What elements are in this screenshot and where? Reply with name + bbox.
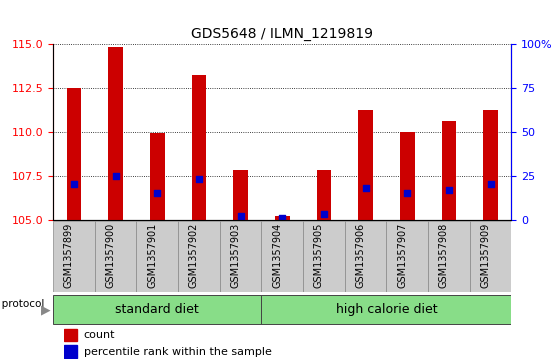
Text: GSM1357908: GSM1357908	[439, 223, 449, 288]
Point	[153, 190, 162, 196]
Text: high calorie diet: high calorie diet	[335, 303, 437, 316]
Text: GSM1357899: GSM1357899	[64, 223, 74, 288]
Bar	[53, 221, 95, 292]
Point	[320, 211, 329, 217]
Text: count: count	[83, 330, 115, 340]
Text: GSM1357906: GSM1357906	[356, 223, 366, 288]
Point	[444, 187, 453, 193]
Bar	[316, 170, 331, 220]
Bar	[95, 221, 136, 292]
Text: GSM1357905: GSM1357905	[314, 223, 324, 288]
Bar	[64, 345, 77, 358]
Bar	[470, 221, 511, 292]
Text: ▶: ▶	[41, 303, 50, 316]
Text: standard diet: standard diet	[115, 303, 199, 316]
Point	[403, 190, 412, 196]
Point	[111, 173, 120, 179]
Bar	[53, 295, 262, 324]
Bar	[345, 221, 386, 292]
Bar	[262, 221, 303, 292]
Bar	[108, 47, 123, 220]
Text: GSM1357901: GSM1357901	[147, 223, 157, 288]
Bar	[192, 75, 206, 220]
Bar	[64, 329, 77, 341]
Title: GDS5648 / ILMN_1219819: GDS5648 / ILMN_1219819	[191, 27, 373, 41]
Text: GSM1357907: GSM1357907	[397, 223, 408, 288]
Text: GSM1357904: GSM1357904	[272, 223, 282, 288]
Text: percentile rank within the sample: percentile rank within the sample	[83, 347, 272, 356]
Bar	[484, 110, 498, 220]
Point	[361, 185, 370, 191]
Bar	[442, 121, 456, 220]
Bar	[220, 221, 262, 292]
Text: GSM1357909: GSM1357909	[481, 223, 491, 288]
Point	[69, 182, 78, 187]
Text: growth protocol: growth protocol	[0, 299, 45, 309]
Bar	[358, 110, 373, 220]
Bar	[150, 133, 164, 220]
Bar	[262, 295, 511, 324]
Text: GSM1357903: GSM1357903	[231, 223, 240, 288]
Bar	[136, 221, 178, 292]
Bar	[233, 170, 248, 220]
Bar	[275, 216, 290, 220]
Bar	[178, 221, 220, 292]
Bar	[428, 221, 470, 292]
Point	[236, 213, 245, 219]
Text: GSM1357902: GSM1357902	[189, 223, 199, 288]
Text: GSM1357900: GSM1357900	[106, 223, 116, 288]
Point	[486, 182, 495, 187]
Point	[195, 176, 203, 182]
Bar	[67, 87, 81, 220]
Point	[278, 215, 287, 221]
Bar	[386, 221, 428, 292]
Bar	[400, 132, 415, 220]
Bar	[303, 221, 345, 292]
